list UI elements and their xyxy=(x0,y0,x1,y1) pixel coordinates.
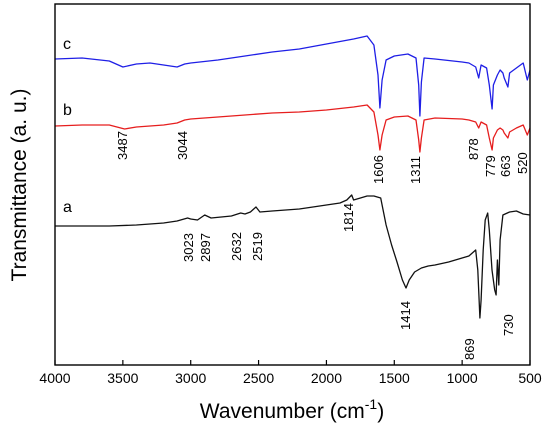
series-line-a xyxy=(55,194,531,319)
curve-label-a: a xyxy=(63,199,72,216)
peak-label-2519: 2519 xyxy=(250,232,265,261)
peak-label-663: 663 xyxy=(498,155,513,177)
x-tick-label-1000: 1000 xyxy=(447,370,478,386)
series-line-c xyxy=(54,35,531,117)
peak-label-1814: 1814 xyxy=(341,203,356,232)
peak-label-779: 779 xyxy=(483,155,498,177)
peak-label-3023: 3023 xyxy=(181,233,196,262)
y-axis-title: Transmittance (a. u.) xyxy=(8,89,31,282)
curve-label-c: c xyxy=(63,36,71,53)
peak-label-878: 878 xyxy=(466,138,481,160)
x-axis-title-tail: ) xyxy=(377,400,384,423)
plot-frame xyxy=(54,3,531,366)
series-line-b xyxy=(54,104,531,153)
x-axis-title-main: Wavenumber (cm xyxy=(200,400,365,423)
peak-label-2632: 2632 xyxy=(229,232,244,261)
plot-content xyxy=(54,35,531,319)
x-tick-label-500: 500 xyxy=(518,370,542,386)
x-tick-label-3000: 3000 xyxy=(175,370,206,386)
x-tick-label-2500: 2500 xyxy=(243,370,274,386)
peak-label-869: 869 xyxy=(462,338,477,360)
peak-label-1311: 1311 xyxy=(408,156,423,184)
curve-label-b: b xyxy=(63,102,72,119)
peak-label-3487: 3487 xyxy=(115,131,130,160)
peak-label-3044: 3044 xyxy=(175,131,190,160)
x-axis-title-sup: -1 xyxy=(365,396,378,412)
peak-label-1414: 1414 xyxy=(398,301,413,330)
x-tick-label-4000: 4000 xyxy=(39,370,70,386)
peak-label-2897: 2897 xyxy=(198,233,213,262)
peak-label-730: 730 xyxy=(501,314,516,336)
x-axis-ticks: 4000 3500 3000 2500 2000 1500 1000 500 xyxy=(39,360,542,386)
x-tick-label-1500: 1500 xyxy=(379,370,410,386)
x-axis-title: Wavenumber (cm-1) xyxy=(200,396,384,423)
peak-label-1606: 1606 xyxy=(371,155,386,184)
x-tick-label-2000: 2000 xyxy=(311,370,342,386)
peak-label-520: 520 xyxy=(515,152,530,174)
x-tick-label-3500: 3500 xyxy=(107,370,138,386)
